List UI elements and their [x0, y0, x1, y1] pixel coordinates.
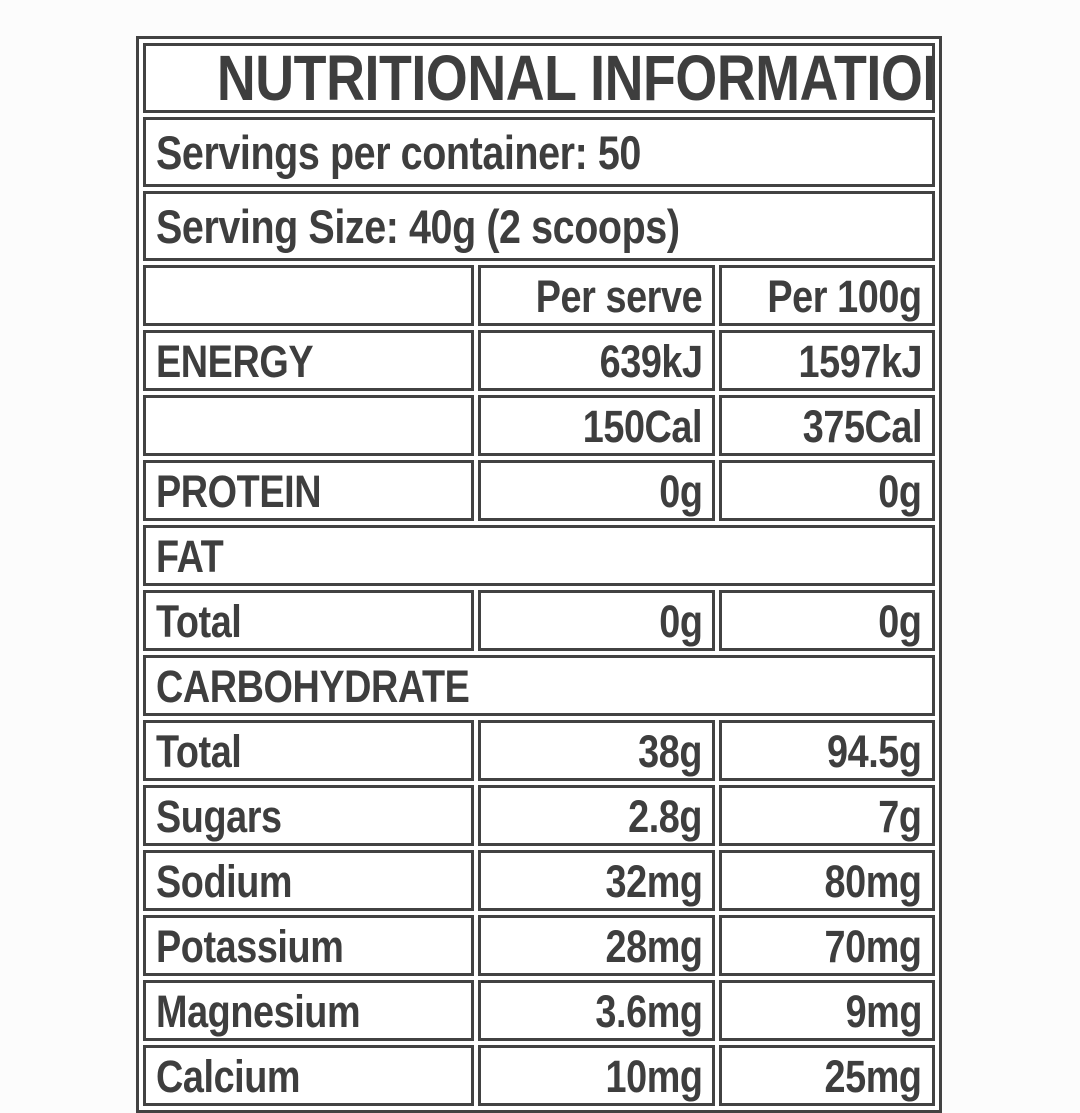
sodium-per-serve-cell: 32mg	[477, 850, 716, 911]
calcium-per-100g-cell: 25mg	[719, 1045, 935, 1106]
calories-per-100g-value: 375Cal	[802, 401, 923, 452]
energy-per-100g-value: 1597kJ	[798, 336, 922, 387]
sodium-name-text: Sodium	[156, 856, 293, 907]
fat-total-per-100g-cell: 0g	[719, 590, 935, 651]
column-header-per-serve-text: Per serve	[535, 271, 703, 322]
sugars-per-serve-cell: 2.8g	[477, 785, 716, 846]
calories-blank-cell	[143, 395, 474, 456]
energy-name-text: ENERGY	[156, 336, 314, 387]
nutrition-label: NUTRITIONAL INFORMATION Servings per con…	[136, 36, 942, 1113]
fat-total-per-100g-value: 0g	[878, 596, 923, 647]
energy-name-cell: ENERGY	[143, 330, 474, 391]
fat-total-name-cell: Total	[143, 590, 474, 651]
magnesium-name-text: Magnesium	[156, 986, 361, 1037]
carb-total-name-text: Total	[156, 726, 242, 777]
row-protein: PROTEIN 0g 0g	[143, 460, 935, 521]
row-calcium: Calcium 10mg 25mg	[143, 1045, 935, 1106]
page-title: NUTRITIONAL INFORMATION	[216, 43, 935, 113]
magnesium-per-100g-value: 9mg	[845, 986, 923, 1037]
carb-total-per-serve-cell: 38g	[477, 720, 716, 781]
serving-size-row: Serving Size: 40g (2 scoops)	[143, 191, 935, 261]
protein-per-serve-value: 0g	[659, 466, 703, 517]
fat-total-per-serve-cell: 0g	[477, 590, 716, 651]
protein-per-100g-value: 0g	[878, 466, 923, 517]
sodium-per-serve-value: 32mg	[605, 856, 703, 907]
fat-section-text: FAT	[156, 531, 224, 582]
calories-per-serve-cell: 150Cal	[477, 395, 716, 456]
sugars-per-100g-cell: 7g	[719, 785, 935, 846]
carbohydrate-section-text: CARBOHYDRATE	[156, 661, 470, 712]
sodium-per-100g-value: 80mg	[824, 856, 922, 907]
title-row: NUTRITIONAL INFORMATION	[143, 43, 935, 113]
calcium-per-serve-cell: 10mg	[477, 1045, 716, 1106]
calcium-per-serve-value: 10mg	[605, 1051, 703, 1102]
sodium-name-cell: Sodium	[143, 850, 474, 911]
carb-total-per-serve-value: 38g	[638, 726, 703, 777]
carbohydrate-section-cell: CARBOHYDRATE	[143, 655, 935, 716]
potassium-per-100g-value: 70mg	[824, 921, 922, 972]
calcium-per-100g-value: 25mg	[824, 1051, 922, 1102]
sodium-per-100g-cell: 80mg	[719, 850, 935, 911]
sugars-name-text: Sugars	[156, 791, 282, 842]
column-header-blank-cell	[143, 265, 474, 326]
sugars-per-serve-value: 2.8g	[628, 791, 703, 842]
column-header-per-100g-cell: Per 100g	[719, 265, 935, 326]
protein-name-cell: PROTEIN	[143, 460, 474, 521]
magnesium-per-100g-cell: 9mg	[719, 980, 935, 1041]
carb-total-per-100g-value: 94.5g	[827, 726, 922, 777]
energy-per-serve-value: 639kJ	[599, 336, 703, 387]
energy-per-serve-cell: 639kJ	[477, 330, 716, 391]
magnesium-per-serve-cell: 3.6mg	[477, 980, 716, 1041]
potassium-per-100g-cell: 70mg	[719, 915, 935, 976]
row-carbohydrate-total: Total 38g 94.5g	[143, 720, 935, 781]
section-carbohydrate: CARBOHYDRATE	[143, 655, 935, 716]
row-energy-calories: 150Cal 375Cal	[143, 395, 935, 456]
row-sodium: Sodium 32mg 80mg	[143, 850, 935, 911]
row-magnesium: Magnesium 3.6mg 9mg	[143, 980, 935, 1041]
serving-size-cell: Serving Size: 40g (2 scoops)	[143, 191, 935, 261]
servings-cell: Servings per container: 50	[143, 117, 935, 187]
potassium-name-cell: Potassium	[143, 915, 474, 976]
column-header-row: Per serve Per 100g	[143, 265, 935, 326]
row-energy: ENERGY 639kJ 1597kJ	[143, 330, 935, 391]
column-header-per-serve-cell: Per serve	[477, 265, 716, 326]
magnesium-per-serve-value: 3.6mg	[595, 986, 703, 1037]
row-potassium: Potassium 28mg 70mg	[143, 915, 935, 976]
potassium-per-serve-cell: 28mg	[477, 915, 716, 976]
potassium-name-text: Potassium	[156, 921, 344, 972]
nutrition-table: NUTRITIONAL INFORMATION Servings per con…	[136, 36, 942, 1113]
serving-size-text: Serving Size: 40g (2 scoops)	[156, 199, 680, 253]
calories-per-100g-cell: 375Cal	[719, 395, 935, 456]
row-sugars: Sugars 2.8g 7g	[143, 785, 935, 846]
servings-per-container-text: Servings per container: 50	[156, 125, 641, 179]
row-fat-total: Total 0g 0g	[143, 590, 935, 651]
protein-per-serve-cell: 0g	[477, 460, 716, 521]
fat-section-cell: FAT	[143, 525, 935, 586]
magnesium-name-cell: Magnesium	[143, 980, 474, 1041]
protein-name-text: PROTEIN	[156, 466, 322, 517]
section-fat: FAT	[143, 525, 935, 586]
calories-per-serve-value: 150Cal	[583, 401, 703, 452]
sugars-name-cell: Sugars	[143, 785, 474, 846]
sugars-per-100g-value: 7g	[878, 791, 923, 842]
potassium-per-serve-value: 28mg	[605, 921, 703, 972]
title-cell: NUTRITIONAL INFORMATION	[143, 43, 935, 113]
protein-per-100g-cell: 0g	[719, 460, 935, 521]
carb-total-per-100g-cell: 94.5g	[719, 720, 935, 781]
energy-per-100g-cell: 1597kJ	[719, 330, 935, 391]
carb-total-name-cell: Total	[143, 720, 474, 781]
fat-total-name-text: Total	[156, 596, 242, 647]
servings-row: Servings per container: 50	[143, 117, 935, 187]
calcium-name-text: Calcium	[156, 1051, 301, 1102]
column-header-per-100g-text: Per 100g	[767, 271, 923, 322]
calcium-name-cell: Calcium	[143, 1045, 474, 1106]
fat-total-per-serve-value: 0g	[659, 596, 703, 647]
